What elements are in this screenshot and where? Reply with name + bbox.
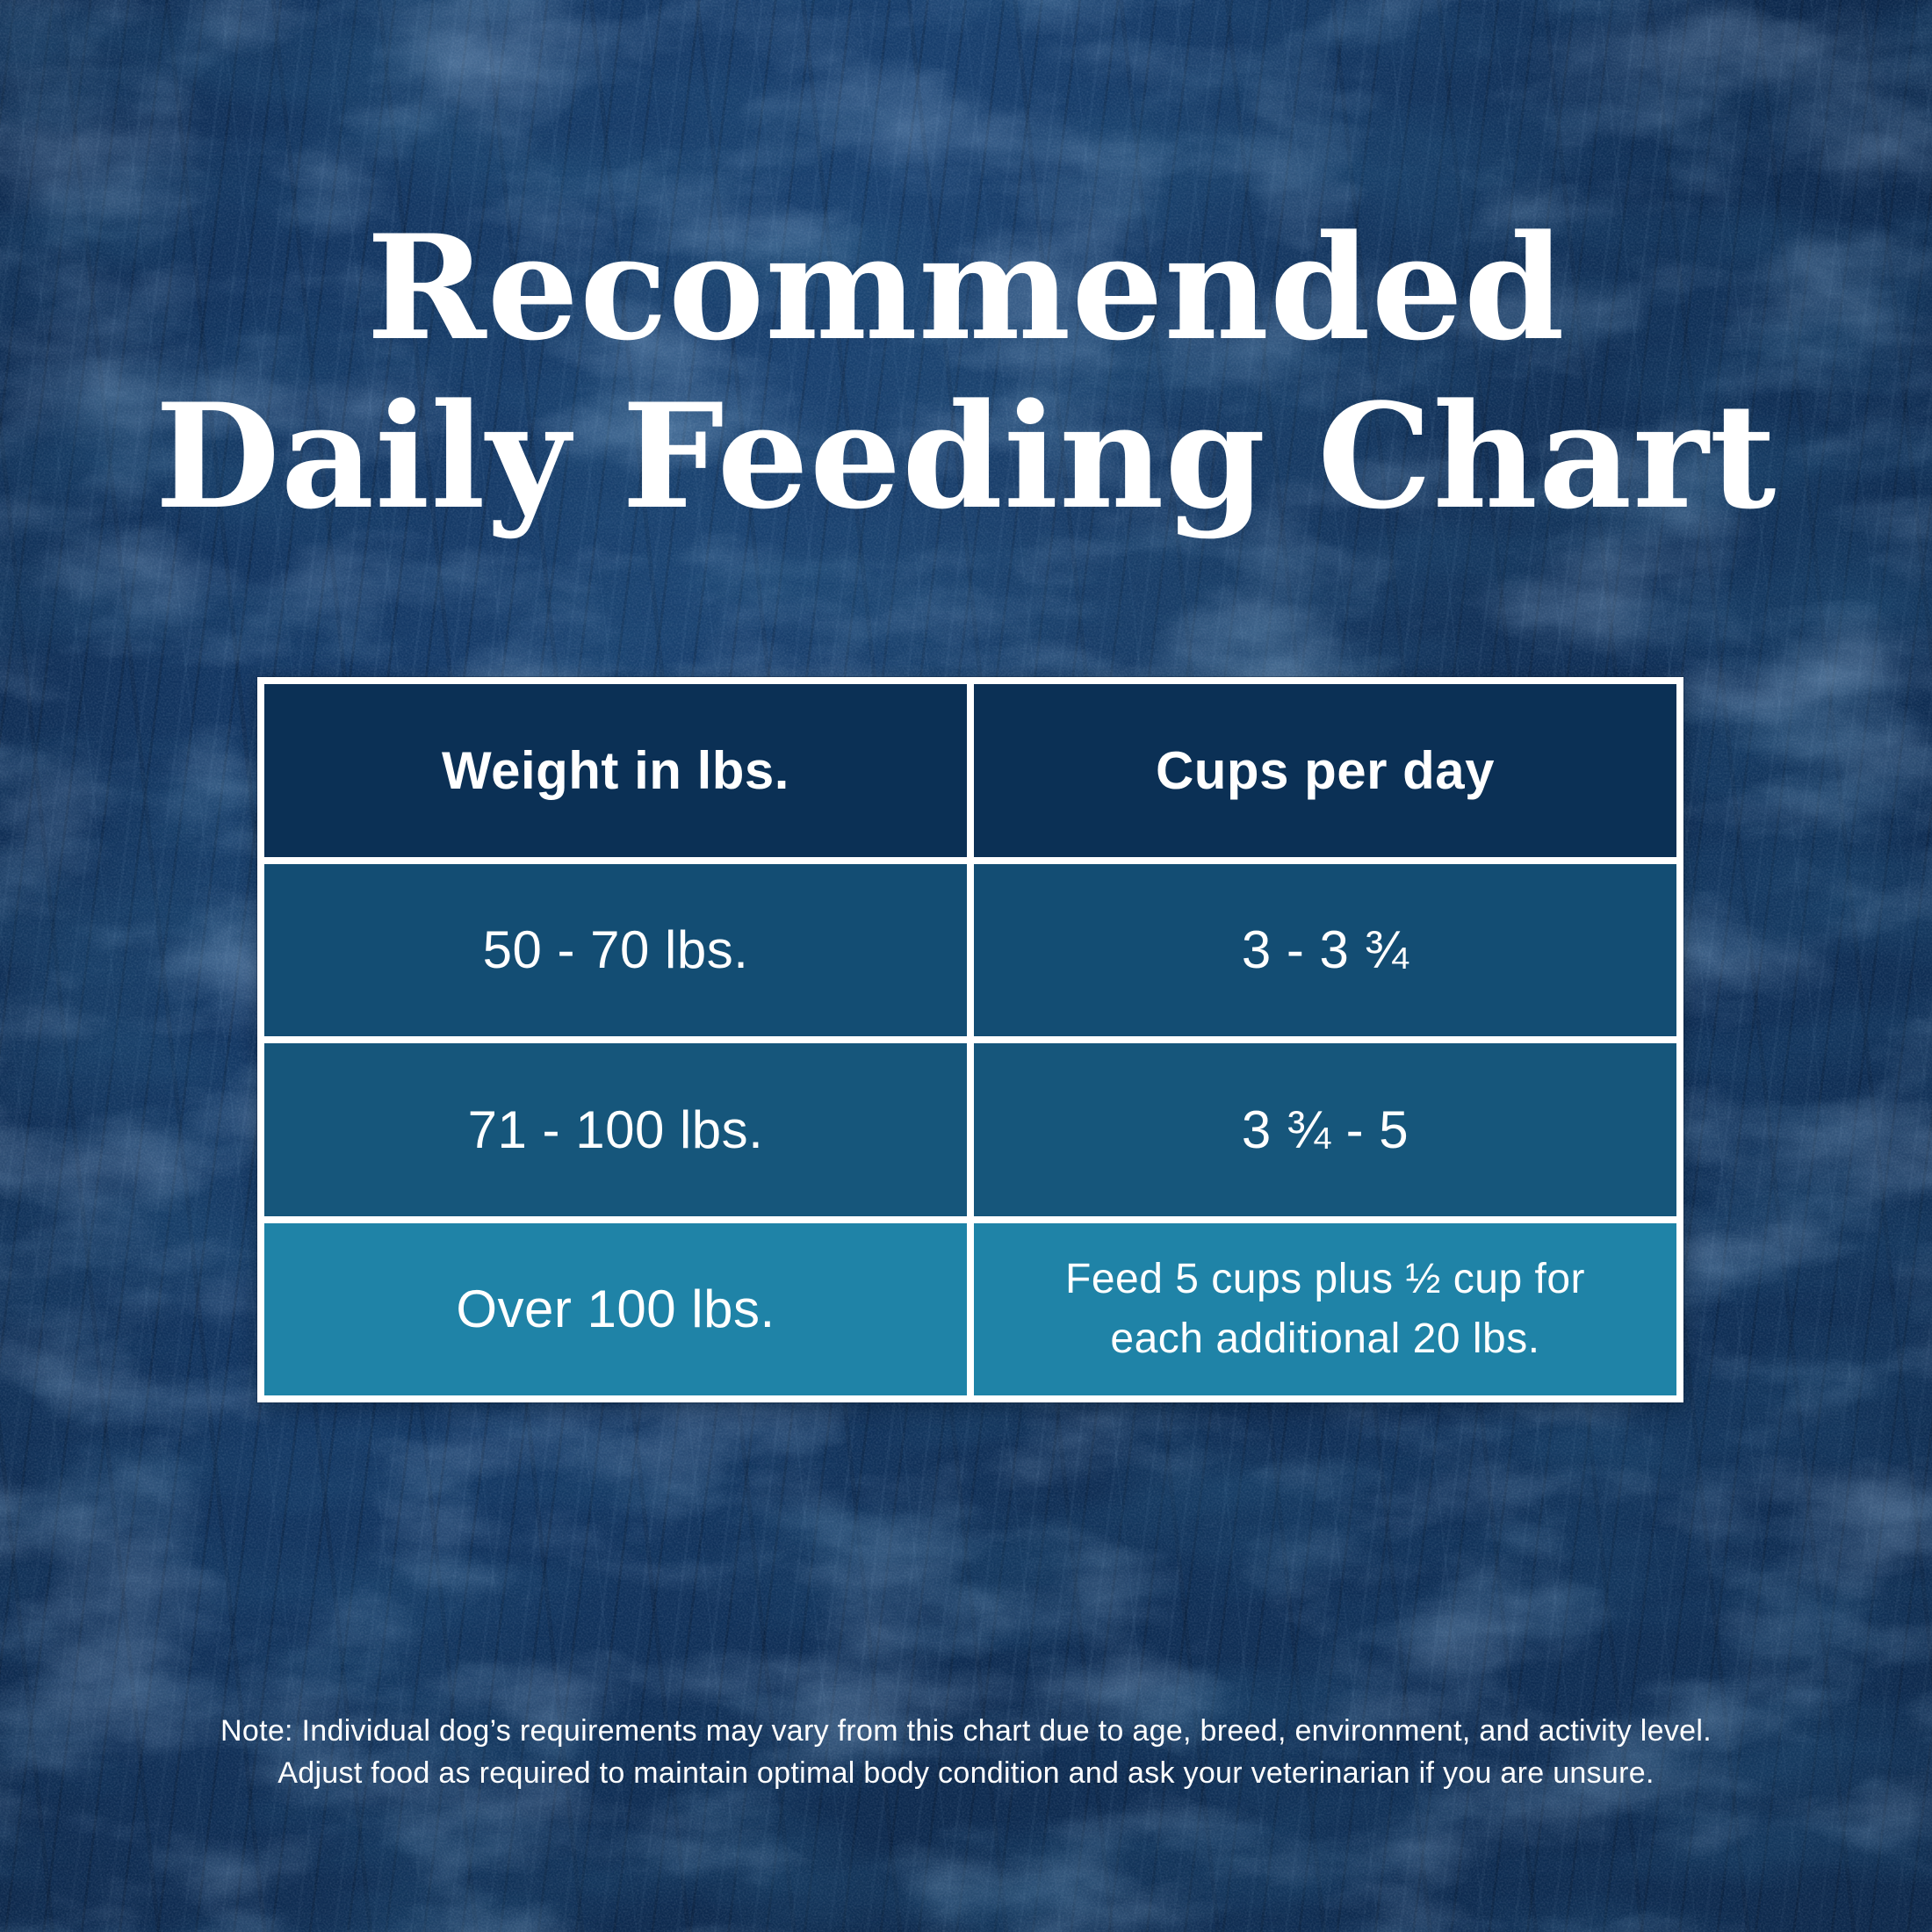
cell-cups-row-3: Feed 5 cups plus ½ cup for each addition… [974,1222,1676,1395]
page-title: Recommended Daily Feeding Chart [0,204,1932,541]
footnote-line-1: Note: Individual dog’s requirements may … [220,1714,1712,1748]
feeding-table: Weight in lbs. Cups per day 50 - 70 lbs.… [257,677,1683,1402]
cell-cups-row-1: 3 - 3 ¾ [974,863,1676,1036]
footnote-line-2: Adjust food as required to maintain opti… [278,1755,1654,1790]
column-header-weight: Weight in lbs. [264,684,967,857]
footnote: Note: Individual dog’s requirements may … [0,1711,1932,1794]
column-header-cups: Cups per day [974,684,1676,857]
cell-weight-row-1: 50 - 70 lbs. [264,863,967,1036]
cell-weight-row-2: 71 - 100 lbs. [264,1043,967,1216]
cell-weight-row-3: Over 100 lbs. [264,1222,967,1395]
title-line-2: Daily Feeding Chart [155,371,1777,541]
title-line-1: Recommended [366,203,1566,372]
cell-cups-row-3-text: Feed 5 cups plus ½ cup for each addition… [1065,1255,1585,1362]
cell-cups-row-2: 3 ¾ - 5 [974,1043,1676,1216]
